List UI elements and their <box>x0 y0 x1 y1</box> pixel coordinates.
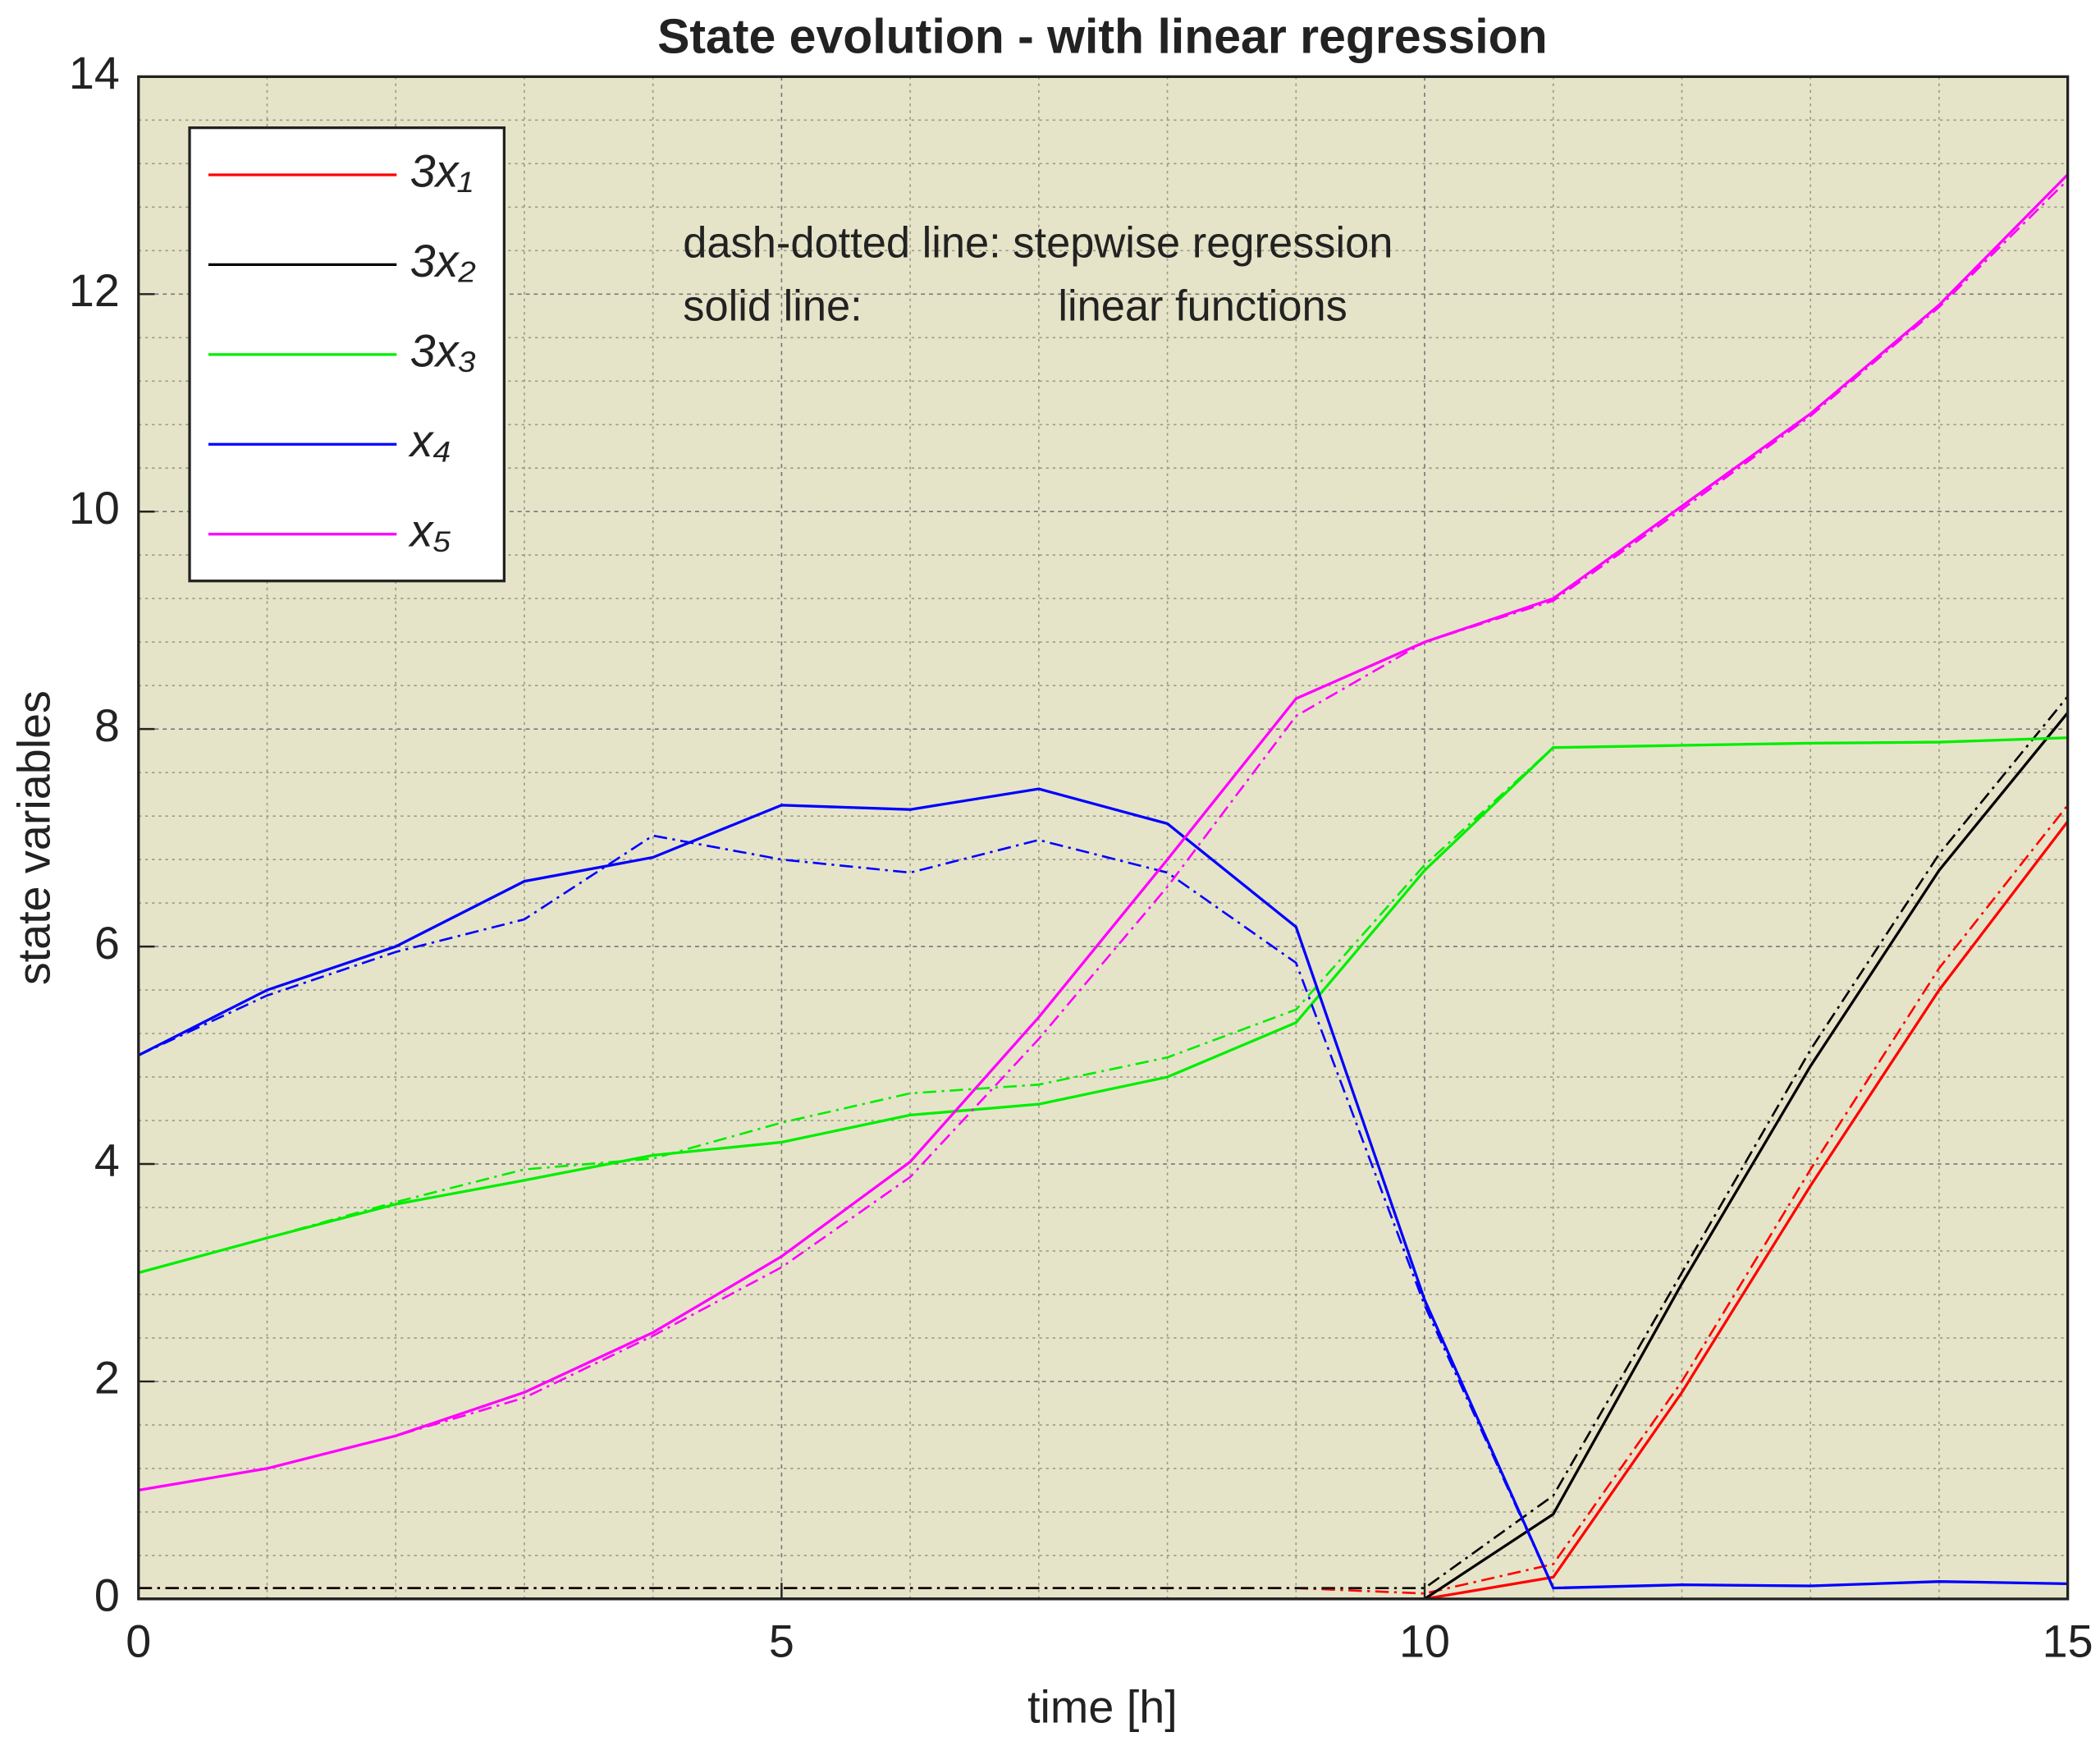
y-tick-label: 14 <box>69 48 120 99</box>
series-line <box>138 736 2068 1275</box>
chart-title: State evolution - with linear regression <box>657 11 1548 64</box>
series-line <box>138 173 2069 1492</box>
annotation: linear functions <box>1058 283 1347 331</box>
plot-frame <box>137 75 2070 1601</box>
x-tick-label: 0 <box>126 1615 151 1666</box>
x-axis-label: time [h] <box>1027 1682 1178 1733</box>
x-tick-label: 5 <box>769 1615 794 1666</box>
annotation: dash-dotted line: stepwise regression <box>683 220 1393 268</box>
stepwise-line <box>138 834 2068 1589</box>
series-line <box>138 787 2068 1590</box>
y-axis-label: state variables <box>9 690 60 985</box>
y-tick-label: 12 <box>69 265 120 316</box>
legend-label: x₄ <box>408 415 451 466</box>
x-tick-label: 15 <box>2043 1615 2093 1666</box>
stepwise-line <box>138 695 2069 1589</box>
y-tick-label: 4 <box>94 1135 120 1186</box>
stepwise-line <box>138 179 2069 1492</box>
annotation: solid line: <box>683 283 862 331</box>
legend-label: 3x₁ <box>410 146 473 197</box>
y-tick-label: 2 <box>94 1353 120 1404</box>
legend-label: 3x₂ <box>410 236 476 286</box>
x-tick-label: 10 <box>1399 1615 1450 1666</box>
y-tick-label: 6 <box>94 918 120 969</box>
legend-label: 3x₃ <box>410 326 477 377</box>
y-tick-label: 8 <box>94 700 120 751</box>
legend-label: x₅ <box>408 505 451 556</box>
y-tick-label: 10 <box>69 483 120 534</box>
y-tick-label: 0 <box>94 1570 120 1621</box>
